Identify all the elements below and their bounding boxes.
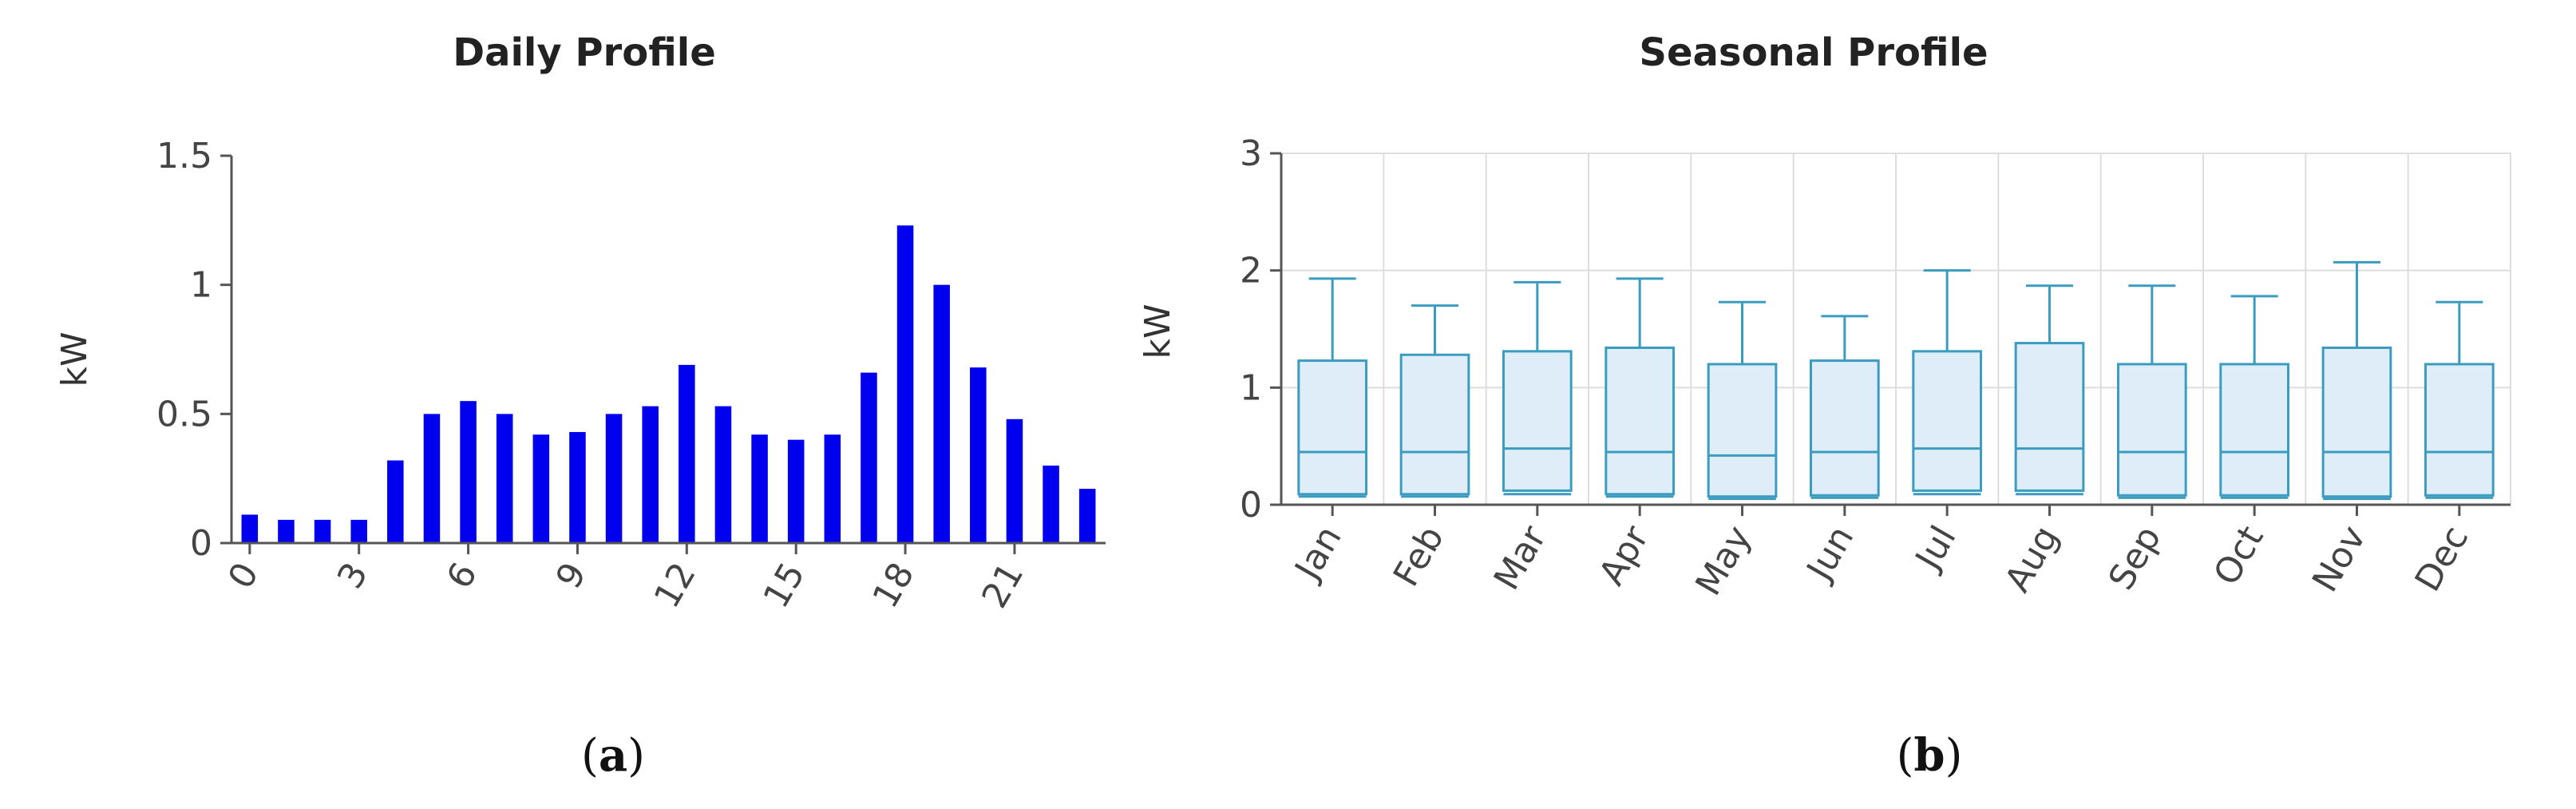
caption-b-letter: b xyxy=(1913,729,1945,782)
daily-bars xyxy=(241,225,1096,543)
daily-bar xyxy=(605,414,623,543)
daily-bar xyxy=(532,434,550,543)
seasonal-box xyxy=(2014,284,2085,496)
daily-profile-panel: Daily Profile kW 0 0.5 1 1.5 0 3 6 9 12 15 18 21 (… xyxy=(54,30,1106,782)
daily-bar xyxy=(241,514,259,543)
seasonal-x-tick-label: Aug xyxy=(1997,519,2067,599)
daily-bar xyxy=(933,284,950,543)
seasonal-x-tick-label: Nov xyxy=(2305,519,2374,599)
daily-bar xyxy=(569,431,586,543)
seasonal-box xyxy=(1297,277,1368,498)
caption-a: (a) xyxy=(581,729,645,782)
daily-x-tick-label: 15 xyxy=(756,556,813,615)
seasonal-y-ticks: 0 1 2 3 xyxy=(1240,133,1281,525)
seasonal-iqr-box xyxy=(1605,346,1676,496)
seasonal-iqr-box xyxy=(1502,350,1573,492)
seasonal-y-tick-label: 1 xyxy=(1240,367,1262,408)
daily-bar xyxy=(679,364,695,543)
seasonal-y-tick-label: 2 xyxy=(1240,251,1262,291)
seasonal-box xyxy=(2219,295,2290,499)
seasonal-iqr-box xyxy=(2116,363,2187,497)
seasonal-x-tick-label: Feb xyxy=(1386,519,1452,593)
daily-bar xyxy=(460,401,477,543)
seasonal-x-tick-label: Jul xyxy=(1906,519,1964,578)
daily-x-tick-label: 12 xyxy=(647,556,704,615)
daily-y-ticks: 0 0.5 1 1.5 xyxy=(156,136,231,564)
daily-bar xyxy=(714,406,732,543)
seasonal-x-tick-label: Jun xyxy=(1798,519,1862,589)
daily-bar xyxy=(861,372,877,543)
seasonal-iqr-box xyxy=(2321,346,2392,498)
daily-y-tick-label: 1 xyxy=(190,265,212,306)
daily-bar xyxy=(387,460,404,543)
daily-y-tick-label: 0.5 xyxy=(156,394,212,434)
daily-x-tick-label: 18 xyxy=(865,556,922,615)
seasonal-x-ticks: Jan Feb Mar Apr May Jun Jul Aug Sep Oct Nov Dec xyxy=(1286,505,2476,602)
seasonal-box xyxy=(2321,260,2392,501)
daily-bar xyxy=(896,225,914,543)
seasonal-x-tick-label: Jan xyxy=(1286,519,1350,589)
seasonal-iqr-box xyxy=(2424,363,2495,497)
seasonal-box xyxy=(1912,269,1983,496)
daily-bar xyxy=(423,414,441,543)
daily-x-tick-label: 9 xyxy=(548,556,595,596)
daily-bar xyxy=(970,367,987,543)
seasonal-box xyxy=(1502,280,1573,496)
daily-x-tick-label: 0 xyxy=(220,556,267,596)
seasonal-y-axis-label: kW xyxy=(1138,304,1178,359)
seasonal-box xyxy=(1707,300,1778,501)
seasonal-iqr-box xyxy=(1297,359,1368,496)
seasonal-x-tick-label: Dec xyxy=(2408,519,2477,598)
seasonal-iqr-box xyxy=(2014,342,2085,492)
daily-bar xyxy=(314,519,331,543)
seasonal-boxes xyxy=(1297,260,2495,501)
daily-axes xyxy=(230,156,1106,545)
daily-y-axis-label: kW xyxy=(54,332,95,387)
daily-bar xyxy=(642,406,659,543)
seasonal-iqr-box xyxy=(1399,353,1470,496)
daily-bar xyxy=(787,439,805,543)
daily-bar xyxy=(824,434,841,543)
seasonal-profile-panel: Seasonal Profile kW 0 1 2 3 Jan Feb Mar Apr May… xyxy=(1138,30,2511,782)
seasonal-iqr-box xyxy=(1809,359,1880,497)
seasonal-grid xyxy=(1281,153,2511,505)
seasonal-box xyxy=(1809,315,1880,499)
seasonal-x-tick-label: Oct xyxy=(2206,519,2271,592)
daily-y-tick-label: 1.5 xyxy=(156,136,212,176)
daily-bar xyxy=(1078,489,1096,543)
daily-bar xyxy=(1043,466,1059,543)
daily-bar xyxy=(496,414,513,543)
daily-bar xyxy=(350,519,367,543)
seasonal-box xyxy=(2424,300,2495,499)
daily-profile-title: Daily Profile xyxy=(453,30,716,75)
seasonal-iqr-box xyxy=(1912,350,1983,492)
seasonal-y-tick-label: 0 xyxy=(1240,485,1262,525)
caption-b: (b) xyxy=(1897,729,1963,782)
seasonal-y-tick-label: 3 xyxy=(1240,133,1262,174)
seasonal-profile-title: Seasonal Profile xyxy=(1639,30,1988,75)
daily-bar xyxy=(278,519,295,543)
seasonal-x-tick-label: Apr xyxy=(1591,518,1657,592)
seasonal-x-tick-label: Mar xyxy=(1486,518,1555,597)
seasonal-axes xyxy=(1280,153,2511,506)
daily-x-tick-label: 3 xyxy=(330,556,376,596)
daily-x-tick-label: 21 xyxy=(974,556,1031,615)
daily-bar xyxy=(751,434,768,543)
seasonal-iqr-box xyxy=(1707,363,1778,498)
seasonal-x-tick-label: Sep xyxy=(2101,519,2170,597)
seasonal-x-tick-label: May xyxy=(1688,519,1759,602)
seasonal-iqr-box xyxy=(2219,363,2290,497)
seasonal-box xyxy=(1399,304,1470,498)
seasonal-box xyxy=(2116,284,2187,499)
daily-bar xyxy=(1006,418,1023,543)
daily-y-tick-label: 0 xyxy=(190,523,212,564)
caption-a-letter: a xyxy=(599,729,627,782)
daily-x-ticks: 0 3 6 9 12 15 18 21 xyxy=(220,543,1031,615)
seasonal-box xyxy=(1605,277,1676,498)
daily-x-tick-label: 6 xyxy=(439,556,485,596)
